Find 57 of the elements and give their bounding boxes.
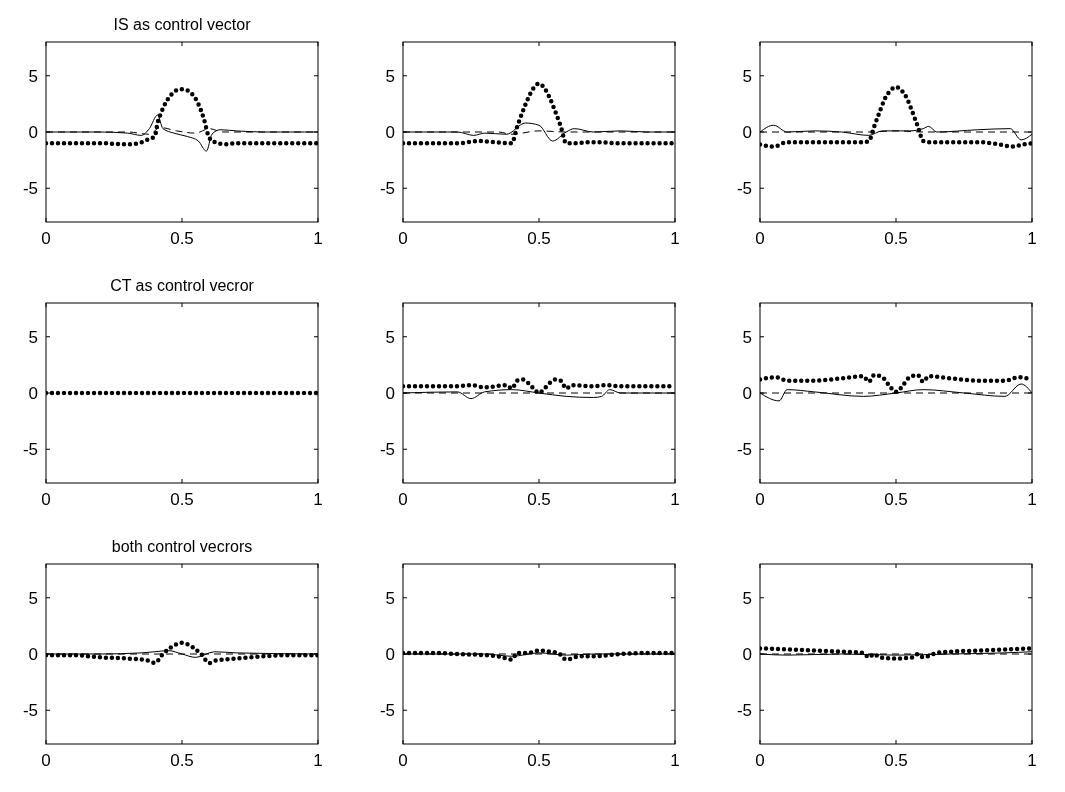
x-tick-label: 1: [670, 229, 680, 248]
x-tick-label: 1: [313, 751, 323, 770]
y-tick-label: 0: [28, 384, 38, 403]
x-tick-label: 0.5: [884, 229, 908, 248]
x-tick-label: 0: [398, 751, 408, 770]
y-tick-label: 0: [385, 123, 395, 142]
y-tick-label: 5: [28, 66, 38, 86]
chart-title: CT as control vecror: [110, 277, 255, 294]
x-tick-label: 0.5: [527, 490, 551, 509]
x-tick-label: 0: [41, 490, 51, 509]
y-tick-label: -5: [22, 440, 38, 460]
x-tick-label: 0: [398, 229, 408, 248]
x-tick-label: 0.5: [527, 751, 551, 770]
y-tick-label: -5: [736, 701, 752, 721]
x-tick-label: 0.5: [170, 229, 194, 248]
x-tick-label: 0.5: [884, 490, 908, 509]
y-tick-label: 0: [742, 645, 752, 664]
y-tick-label: 0: [385, 384, 395, 403]
x-tick-label: 0.5: [884, 751, 908, 770]
y-tick-label: -5: [379, 179, 395, 199]
y-tick-label: -5: [736, 440, 752, 460]
y-tick-label: 5: [742, 327, 752, 347]
x-tick-label: 1: [1027, 490, 1037, 509]
x-tick-label: 1: [670, 751, 680, 770]
x-tick-label: 1: [313, 229, 323, 248]
y-tick-label: 5: [28, 327, 38, 347]
chart-title: IS as control vector: [113, 16, 252, 33]
x-tick-label: 0: [755, 229, 765, 248]
x-tick-label: 1: [1027, 751, 1037, 770]
x-tick-label: 0.5: [170, 490, 194, 509]
y-tick-label: 0: [742, 123, 752, 142]
y-tick-label: 5: [385, 588, 395, 608]
x-tick-label: 0: [41, 229, 51, 248]
y-tick-label: 5: [742, 588, 752, 608]
y-tick-label: -5: [379, 701, 395, 721]
y-tick-label: 0: [28, 645, 38, 664]
chart-title: both control vecrors: [111, 538, 253, 555]
x-tick-label: 0: [398, 490, 408, 509]
y-tick-label: 5: [28, 588, 38, 608]
y-tick-label: 5: [742, 66, 752, 86]
x-tick-label: 1: [1027, 229, 1037, 248]
y-tick-label: 0: [28, 123, 38, 142]
x-tick-label: 1: [670, 490, 680, 509]
x-tick-label: 0: [41, 751, 51, 770]
y-tick-label: -5: [736, 179, 752, 199]
y-tick-label: -5: [22, 701, 38, 721]
y-tick-label: 5: [385, 327, 395, 347]
x-tick-label: 0: [755, 751, 765, 770]
y-tick-label: -5: [22, 179, 38, 199]
x-tick-label: 0.5: [527, 229, 551, 248]
y-tick-label: 0: [742, 384, 752, 403]
x-tick-label: 0: [755, 490, 765, 509]
y-tick-label: 5: [385, 66, 395, 86]
y-tick-label: 0: [385, 645, 395, 664]
x-tick-label: 0.5: [170, 751, 194, 770]
y-tick-label: -5: [379, 440, 395, 460]
x-tick-label: 1: [313, 490, 323, 509]
